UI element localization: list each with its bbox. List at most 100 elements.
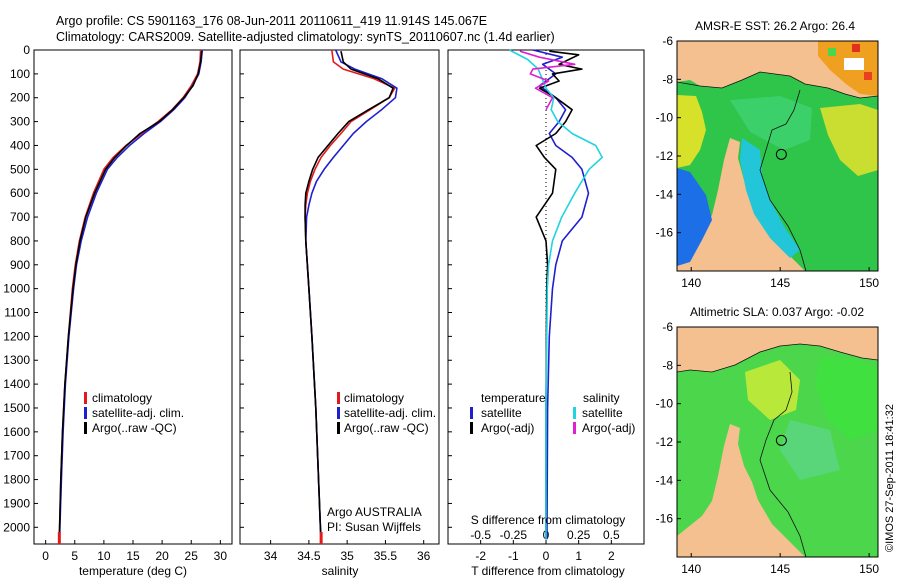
legend-satellite-swatch bbox=[337, 407, 340, 419]
depth-tick-label: 400 bbox=[10, 138, 30, 152]
salinity-plot-frame bbox=[239, 49, 440, 545]
legend-t-argo-label: Argo(-adj) bbox=[481, 421, 534, 435]
depth-tick-label: 2000 bbox=[3, 520, 30, 534]
top-tick-label: 0.25 bbox=[567, 528, 591, 542]
depth-tick-label: 1700 bbox=[3, 449, 30, 463]
salinity-x-axis: 34 34.5 35 35.5 36 bbox=[240, 49, 431, 563]
difference-x-axis: -2 -1 0 1 2 bbox=[448, 49, 615, 563]
land-mass bbox=[677, 327, 878, 372]
sst-map-panel: AMSR-E SST: 26.2 Argo: 26.4 -6 -8 -10 -12 bbox=[656, 19, 880, 290]
lon-tick-label: 140 bbox=[681, 562, 701, 576]
lat-tick-label: -8 bbox=[662, 358, 673, 372]
depth-tick-label: 700 bbox=[10, 210, 30, 224]
lat-tick-label: -10 bbox=[656, 111, 674, 125]
legend-s-satellite-swatch bbox=[573, 407, 576, 419]
legend-argo-swatch bbox=[337, 422, 340, 434]
difference-series bbox=[509, 49, 604, 540]
t-difference-label: T difference from climatology bbox=[471, 564, 625, 578]
salinity-xlabel: salinity bbox=[322, 564, 359, 578]
temperature-plot-frame bbox=[33, 49, 233, 545]
temperature-series bbox=[57, 49, 204, 544]
imos-credit: ©IMOS 27-Sep-2011 18:41:32 bbox=[884, 404, 896, 552]
depth-tick-label: 600 bbox=[10, 186, 30, 200]
depth-tick-label: 500 bbox=[10, 162, 30, 176]
float-program-label: Argo AUSTRALIA bbox=[327, 505, 422, 519]
depth-tick-label: 1600 bbox=[3, 425, 30, 439]
lon-tick-label: 145 bbox=[770, 562, 790, 576]
temperature-panel: 0100200300400500600700800900100011001200… bbox=[3, 43, 233, 578]
sla-map-lon-axis: 140 145 150 bbox=[681, 553, 879, 576]
x-tick-label: 0 bbox=[543, 549, 550, 563]
legend-argo-label: Argo(..raw -QC) bbox=[92, 421, 177, 435]
depth-tick-label: 1500 bbox=[3, 401, 30, 415]
difference-legend: temperature satellite Argo(-adj) salinit… bbox=[470, 391, 635, 435]
series-line-salinity-satellite bbox=[509, 49, 604, 540]
lat-tick-label: -8 bbox=[662, 72, 673, 86]
sla-map-lat-axis: -6 -8 -10 -12 -14 -16 bbox=[656, 320, 681, 526]
sst-red-cell-2 bbox=[864, 72, 872, 80]
lat-tick-label: -6 bbox=[662, 34, 673, 48]
climatology-bottom-marker bbox=[57, 532, 61, 544]
temperature-legend: climatology satellite-adj. clim. Argo(..… bbox=[84, 391, 184, 435]
figure-title-line2: Climatology: CARS2009. Satellite-adjuste… bbox=[56, 30, 555, 44]
lat-tick-label: -10 bbox=[656, 397, 674, 411]
lat-tick-label: -16 bbox=[656, 512, 674, 526]
series-line-argo-raw-qc- bbox=[58, 51, 203, 540]
sla-high-yellow bbox=[745, 360, 800, 420]
depth-tick-label: 300 bbox=[10, 115, 30, 129]
nw-blue-patch bbox=[677, 168, 712, 266]
legend-climatology-label: climatology bbox=[344, 391, 404, 405]
coastline bbox=[677, 71, 878, 99]
x-tick-label: 36 bbox=[417, 549, 431, 563]
legend-satellite-label: satellite-adj. clim. bbox=[92, 406, 184, 420]
sla-bright-green bbox=[815, 356, 878, 440]
sla-map-panel: Altimetric SLA: 0.037 Argo: -0.02 -6 -8 -1… bbox=[656, 305, 880, 576]
legend-argo-swatch bbox=[84, 422, 87, 434]
bathymetry-contour bbox=[759, 89, 807, 271]
depth-tick-label: 1000 bbox=[3, 282, 30, 296]
sst-green-cell bbox=[828, 48, 836, 56]
top-tick-label: 0.5 bbox=[603, 528, 620, 542]
central-green bbox=[730, 96, 812, 150]
x-tick-label: 1 bbox=[575, 549, 582, 563]
series-line-satellite-adj-clim- bbox=[304, 49, 398, 540]
x-tick-label: 35.5 bbox=[374, 549, 398, 563]
sst-map-title: AMSR-E SST: 26.2 Argo: 26.4 bbox=[695, 19, 855, 33]
legend-t-argo-swatch bbox=[470, 422, 473, 434]
legend-s-argo-label: Argo(-adj) bbox=[582, 421, 635, 435]
depth-tick-label: 1100 bbox=[4, 306, 30, 320]
legend-argo-label: Argo(..raw -QC) bbox=[344, 421, 429, 435]
legend-satellite-label: satellite-adj. clim. bbox=[344, 406, 436, 420]
sla-map-title: Altimetric SLA: 0.037 Argo: -0.02 bbox=[690, 305, 864, 319]
difference-panel: -2 -1 0 1 2 -0.5 -0.25 0 0.25 0.5 S difference f… bbox=[447, 49, 645, 578]
coastal-cyan bbox=[740, 138, 800, 258]
legend-satellite-swatch bbox=[84, 407, 87, 419]
x-tick-label: 15 bbox=[126, 549, 140, 563]
bathymetry-contour bbox=[759, 371, 807, 557]
top-tick-label: -0.5 bbox=[470, 528, 491, 542]
sla-argo-float-marker bbox=[775, 434, 787, 446]
lat-tick-label: -12 bbox=[656, 149, 674, 163]
x-tick-label: 0 bbox=[42, 549, 49, 563]
x-tick-label: 25 bbox=[185, 549, 199, 563]
lat-tick-label: -16 bbox=[656, 226, 674, 240]
depth-tick-label: 1800 bbox=[3, 473, 30, 487]
cape-york-land bbox=[677, 424, 805, 557]
lat-tick-label: -12 bbox=[656, 435, 674, 449]
figure-title-line1: Argo profile: CS 5901163_176 08-Jun-2011… bbox=[56, 14, 487, 28]
top-tick-label: -0.25 bbox=[500, 528, 528, 542]
x-tick-label: -2 bbox=[475, 549, 486, 563]
s-difference-label: S difference from climatology bbox=[471, 513, 626, 527]
depth-tick-label: 0 bbox=[23, 43, 30, 57]
depth-tick-label: 200 bbox=[10, 91, 30, 105]
series-line-temperature-satellite bbox=[532, 49, 590, 540]
legend-t-satellite-swatch bbox=[470, 407, 473, 419]
x-tick-label: 5 bbox=[71, 549, 78, 563]
depth-tick-label: 1900 bbox=[3, 496, 30, 510]
series-line-argo-raw-qc- bbox=[304, 51, 394, 540]
x-tick-label: 20 bbox=[155, 549, 169, 563]
sst-red-cell-1 bbox=[852, 44, 860, 52]
sla-map-image bbox=[677, 327, 878, 557]
legend-t-satellite-label: satellite bbox=[481, 406, 522, 420]
